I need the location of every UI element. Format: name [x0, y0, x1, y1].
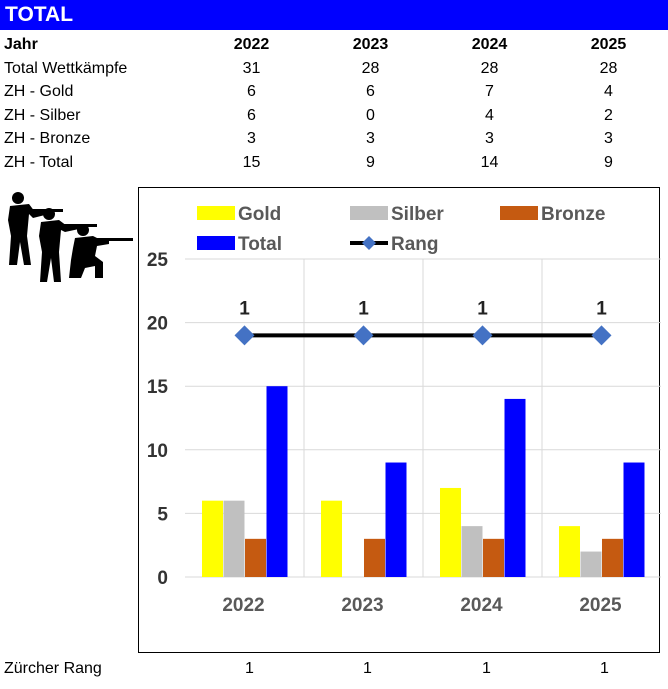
row-label: ZH - Silber — [4, 106, 81, 124]
legend-total-swatch — [197, 236, 235, 250]
footer-value: 1 — [600, 660, 609, 677]
legend-gold-label: Gold — [238, 204, 281, 225]
legend-silber-swatch — [350, 206, 388, 220]
bar-silber — [223, 500, 245, 577]
rang-data-label: 1 — [596, 298, 607, 319]
bar-silber — [461, 526, 483, 577]
banner-title: TOTAL — [5, 3, 74, 26]
table-header-row: Jahr 2022 2023 2024 2025 — [0, 33, 668, 57]
rang-marker — [472, 325, 493, 346]
table-row: ZH - Bronze 3 3 3 3 — [0, 127, 668, 151]
row-label: ZH - Bronze — [4, 130, 91, 147]
header-year: 2025 — [590, 36, 627, 53]
table-row: ZH - Silber 6 0 4 2 — [0, 104, 668, 128]
bar-total — [385, 462, 407, 577]
bar-gold — [202, 500, 223, 577]
rang-data-label: 1 — [239, 298, 250, 319]
y-tick-label: 10 — [147, 441, 168, 462]
row-value: 6 — [247, 106, 256, 124]
y-tick-label: 25 — [147, 250, 169, 271]
row-value: 6 — [366, 83, 375, 100]
x-tick-label: 2022 — [222, 595, 264, 616]
row-value: 31 — [242, 59, 261, 77]
row-value: 28 — [361, 59, 380, 77]
row-value: 3 — [247, 130, 256, 147]
y-tick-label: 15 — [147, 377, 169, 398]
header-year: 2023 — [352, 36, 389, 53]
footer-value: 1 — [482, 660, 491, 677]
row-value: 9 — [366, 153, 375, 171]
row-label: ZH - Total — [4, 153, 74, 171]
bar-total — [623, 462, 645, 577]
title-banner: TOTAL — [0, 0, 668, 30]
x-tick-label: 2023 — [341, 595, 383, 616]
legend-rang-label: Rang — [391, 234, 439, 255]
row-value: 28 — [599, 59, 618, 77]
legend-total-label: Total — [238, 234, 282, 255]
footer-value: 1 — [245, 660, 254, 677]
row-label: Total Wettkämpfe — [4, 59, 128, 77]
shooters-icon — [8, 192, 133, 282]
row-value: 15 — [242, 153, 261, 171]
legend-gold-swatch — [197, 206, 235, 220]
header-label: Jahr — [4, 36, 38, 53]
table-row: ZH - Gold 6 6 7 4 — [0, 80, 668, 104]
row-value: 7 — [485, 83, 494, 100]
row-value: 3 — [366, 130, 375, 147]
bar-total — [504, 398, 526, 577]
rang-data-label: 1 — [477, 298, 488, 319]
bar-gold — [440, 487, 461, 577]
bar-bronze — [483, 538, 504, 577]
row-value: 2 — [604, 106, 613, 124]
bar-gold — [559, 526, 580, 577]
rang-marker — [353, 325, 374, 346]
table-row: ZH - Total 15 9 14 9 — [0, 151, 668, 175]
legend-bronze-swatch — [500, 206, 538, 220]
row-value: 28 — [480, 59, 499, 77]
footer-value: 1 — [363, 660, 372, 677]
legend-bronze-label: Bronze — [541, 204, 605, 225]
bar-silber — [580, 551, 602, 577]
x-tick-label: 2025 — [579, 595, 622, 616]
row-value: 4 — [485, 106, 494, 124]
y-tick-label: 20 — [147, 314, 168, 335]
bar-total — [266, 386, 288, 577]
rang-data-label: 1 — [358, 298, 369, 319]
bar-bronze — [245, 538, 266, 577]
legend-silber-label: Silber — [391, 204, 444, 225]
y-tick-label: 0 — [157, 568, 168, 589]
table-row: Total Wettkämpfe 31 28 28 28 — [0, 57, 668, 81]
row-value: 3 — [604, 130, 613, 147]
row-value: 3 — [485, 130, 494, 147]
row-label: ZH - Gold — [4, 83, 74, 100]
y-tick-label: 5 — [157, 504, 168, 525]
rang-marker — [591, 325, 612, 346]
stats-table: Jahr 2022 2023 2024 2025 Total Wettkämpf… — [0, 33, 668, 174]
bar-bronze — [364, 538, 385, 577]
row-value: 0 — [366, 106, 375, 124]
bar-gold — [321, 500, 342, 577]
row-value: 14 — [480, 153, 499, 171]
row-value: 6 — [247, 83, 256, 100]
row-value: 9 — [604, 153, 613, 171]
legend-rang-marker — [362, 236, 376, 250]
rang-marker — [234, 325, 255, 346]
bar-bronze — [602, 538, 623, 577]
x-tick-label: 2024 — [460, 595, 503, 616]
header-year: 2024 — [471, 36, 508, 53]
footer-label: Zürcher Rang — [4, 660, 102, 677]
row-value: 4 — [604, 83, 613, 100]
header-year: 2022 — [233, 36, 270, 53]
